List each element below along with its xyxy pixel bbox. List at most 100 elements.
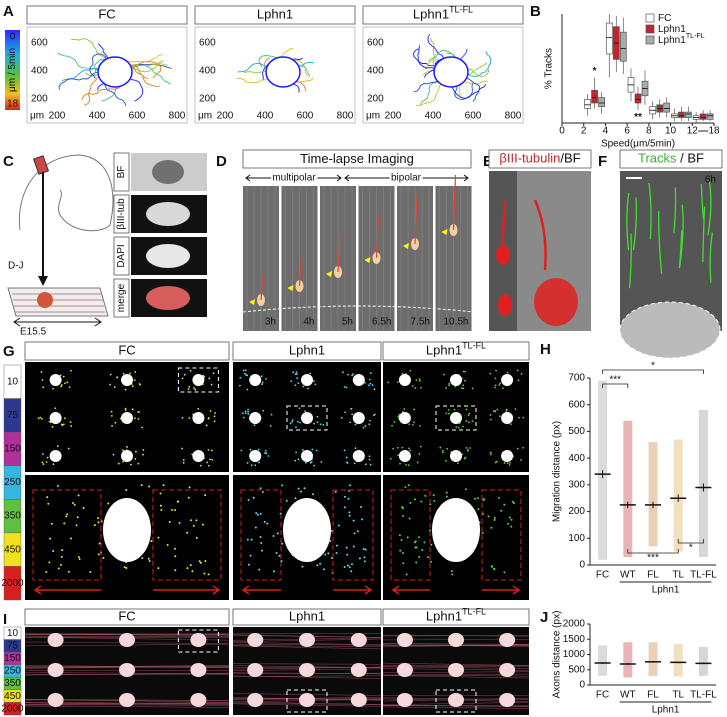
speckle [414,540,417,543]
y-axis-label: Axons distance (px) [552,611,563,699]
speckle [174,508,177,511]
speckle [204,560,207,563]
speckle [402,562,405,565]
arrowhead [441,229,448,235]
speckle [498,383,501,386]
track-f [707,181,712,236]
speckle [405,463,407,466]
speckle [368,384,370,387]
speckle [194,388,197,391]
speckle [305,461,307,464]
speckle [468,412,471,415]
speckle [46,496,49,499]
explant [450,450,462,462]
box [605,22,613,55]
panel-title: FC [98,7,115,22]
speckle [430,543,433,546]
title-text: FC [118,343,135,358]
speckle [344,411,346,414]
y-tick-label: 600 [31,38,48,49]
speckle [300,490,303,493]
panel-title: Tracks / BF [638,151,704,166]
speckle [296,420,299,423]
channel-label-box [113,236,130,276]
x-tick-label: 800 [505,111,522,122]
explant [396,633,413,647]
speckle [213,420,216,423]
stage-label: E15.5 [20,327,47,338]
explant [247,633,264,647]
speckle [138,383,141,385]
speckle [343,449,346,452]
speckle [212,372,215,375]
speckle [60,385,63,388]
speckle [298,407,301,410]
speckle [365,463,367,466]
speckle [421,549,424,552]
speckle [496,460,498,463]
speckle [494,386,496,389]
speckle [343,495,346,498]
significance: * [593,66,597,77]
y-tick-label: 1000 [563,649,586,660]
speckle [498,415,501,418]
panel-label: B [530,3,541,20]
speckle [125,489,128,492]
speckle [354,447,357,450]
speckle [476,497,479,500]
title-text: Lphn1 [289,343,325,358]
title-text: FC [118,609,135,624]
speckle [468,421,470,424]
speckle [193,387,195,390]
zoom-frame [286,689,328,713]
speckle [446,447,449,450]
explant [49,412,62,424]
significance: * [651,361,655,372]
x-tick-label: 800 [337,111,354,122]
box [706,113,714,120]
speckle [109,383,111,386]
speckle [411,385,414,387]
speckle [503,462,506,464]
speckle [299,421,301,424]
speckle [351,374,353,377]
speckle [448,384,450,387]
neurite [375,214,380,259]
speckle [405,573,408,576]
colorbar-label: 250 [4,477,21,488]
speckle [500,509,503,512]
speckle [465,408,468,411]
y-axis-label: Migration distance (px) [552,421,563,522]
explant [448,693,464,707]
speckle [110,414,113,417]
speckle [173,547,176,550]
speckle [503,503,506,506]
x-tick-label: 18 [708,126,720,137]
channel-blob [152,160,184,184]
speckle [65,515,68,518]
speckle [207,573,210,576]
panel-label: G [3,343,15,360]
ventricle [242,305,475,313]
explant-zoom [283,498,331,562]
box [598,97,605,107]
colorbar-bottom: 18 [7,99,19,110]
speckle [303,487,306,490]
speckle [445,459,447,462]
speckle [82,507,85,510]
speckle [346,461,348,464]
speckle [41,461,44,464]
speckle [312,380,315,383]
speckle [77,494,80,497]
title-text: Lphn1 [289,609,325,624]
explant [192,450,205,462]
explant [398,450,411,462]
legend-label: Lphn1TL-FL [658,33,705,45]
speckle [47,502,50,505]
speckle [182,459,185,461]
colorbar-label: 450 [4,691,21,702]
speckle [242,412,244,415]
speckle [404,486,407,489]
speckle [63,522,66,525]
speckle [272,535,275,538]
